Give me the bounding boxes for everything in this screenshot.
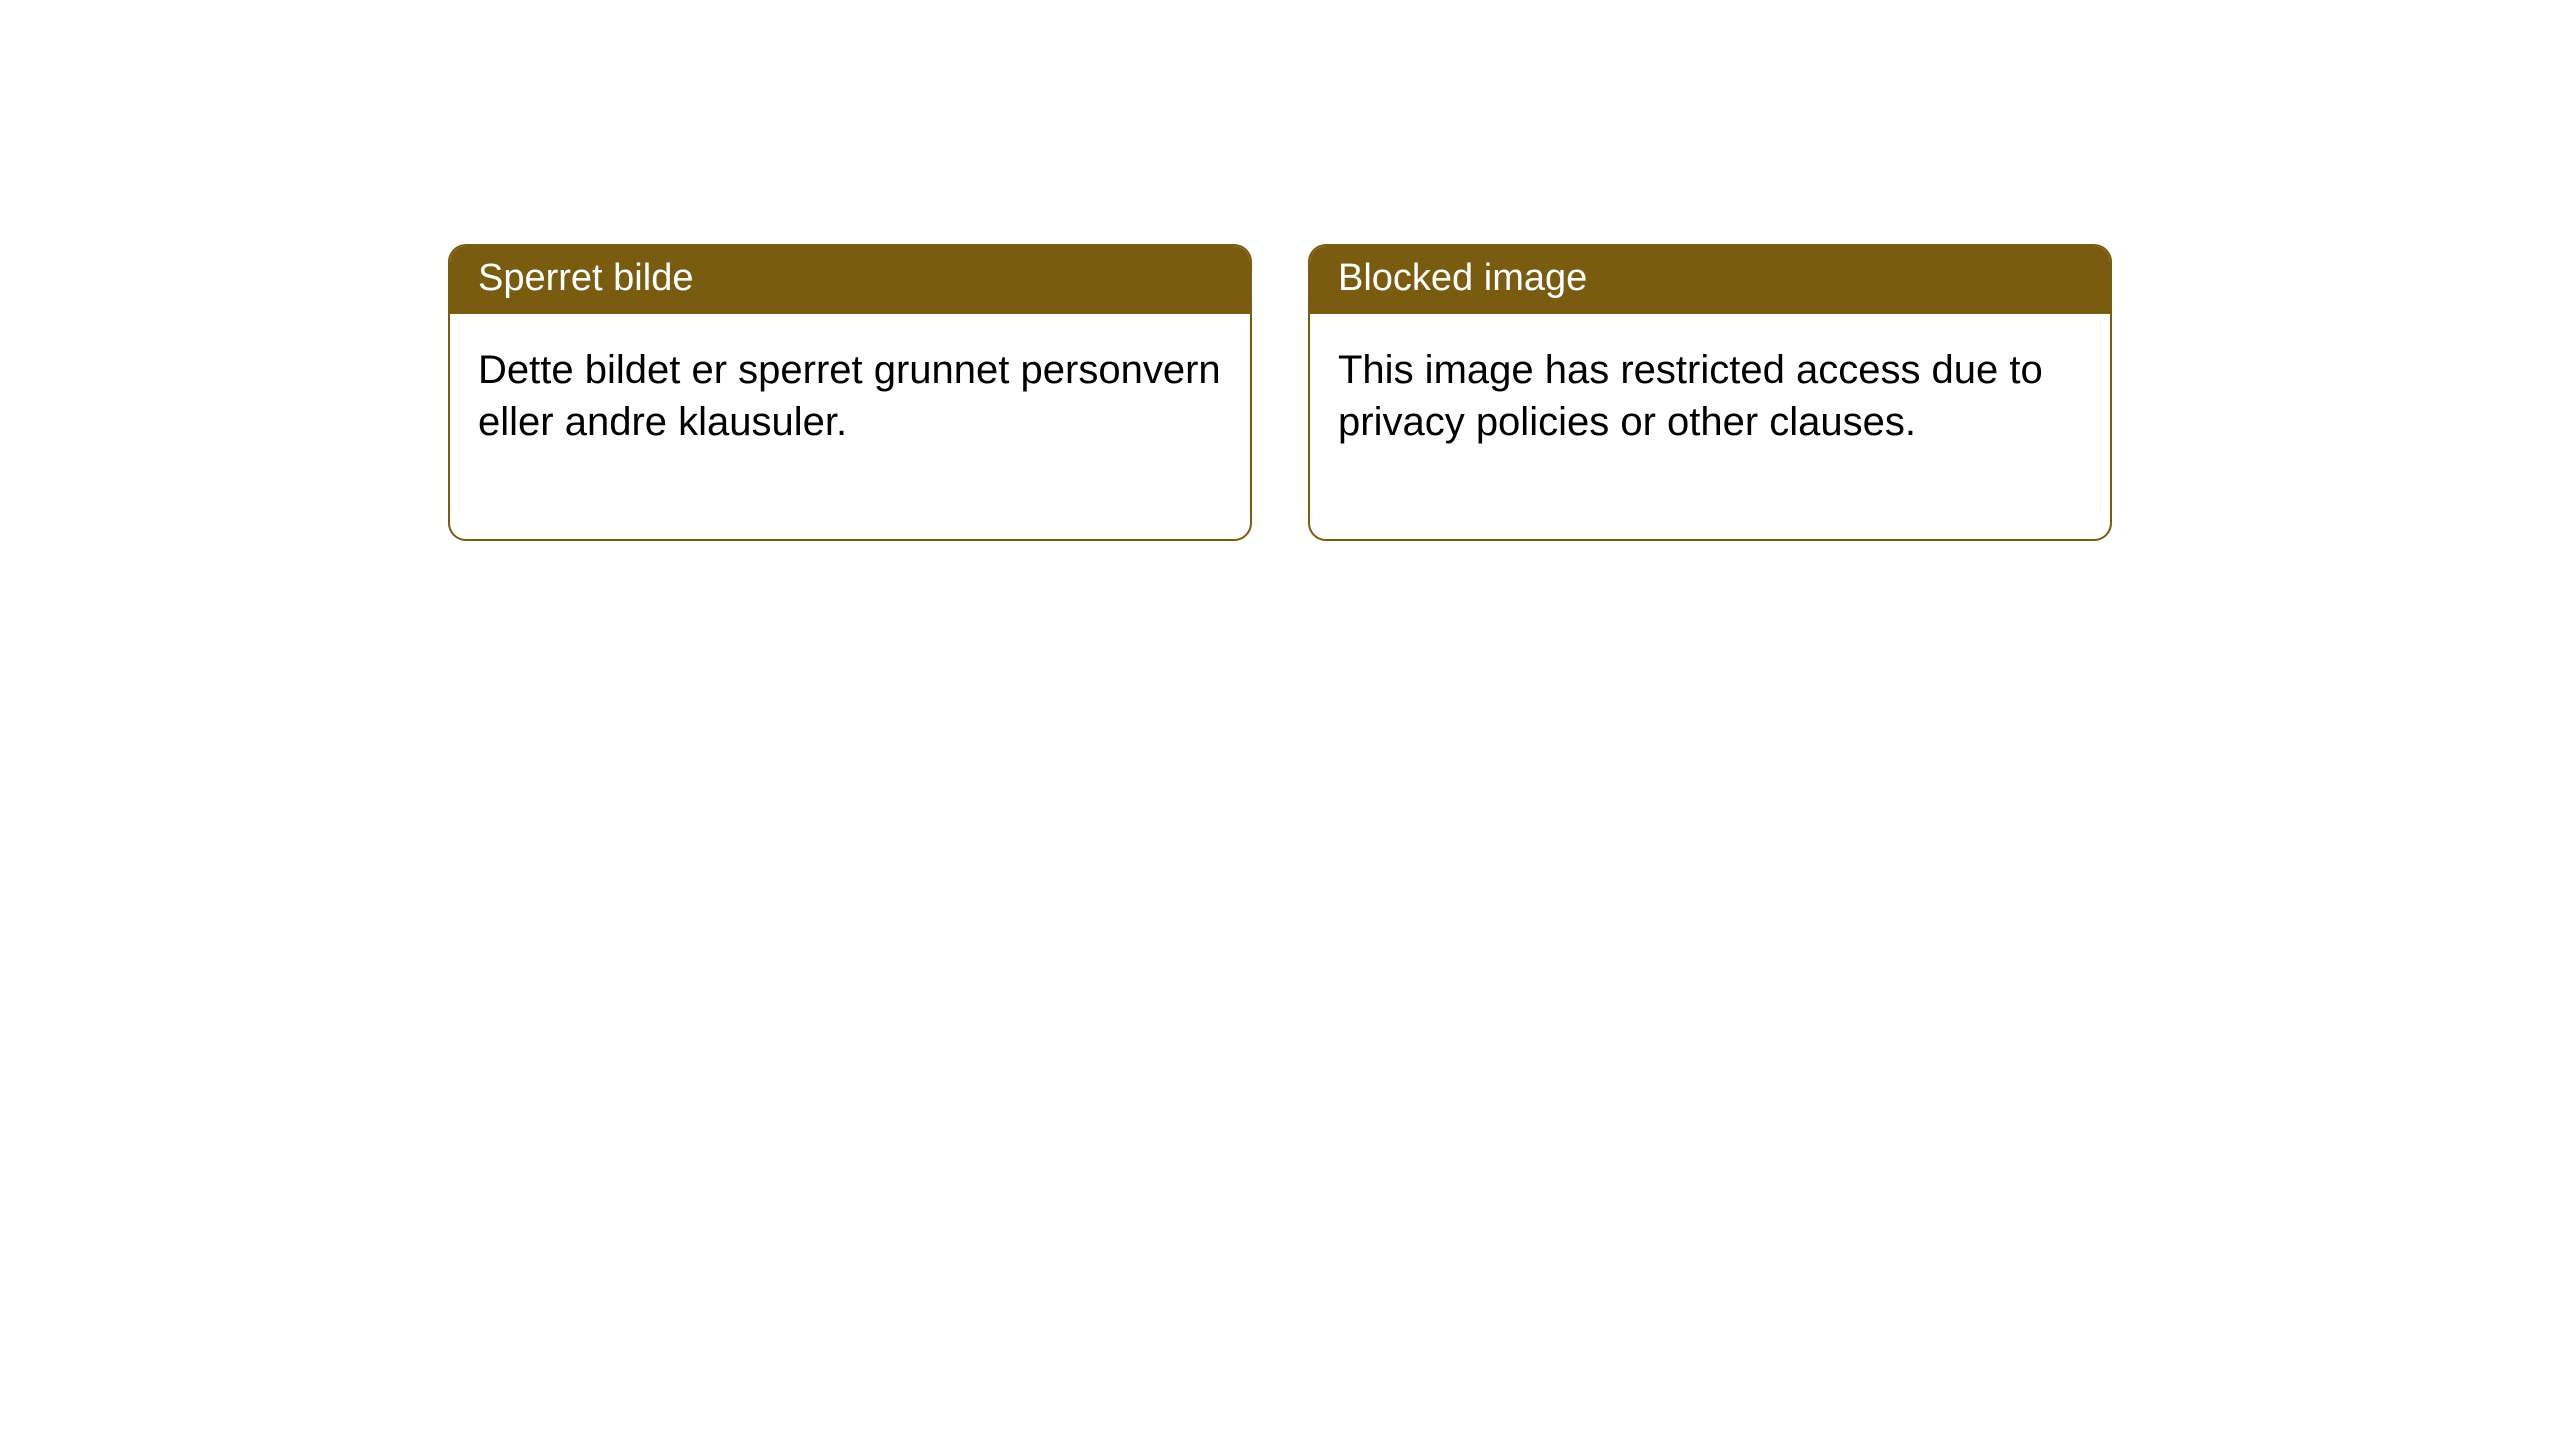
notice-card-en: Blocked image This image has restricted … bbox=[1308, 244, 2112, 541]
notice-container: Sperret bilde Dette bildet er sperret gr… bbox=[0, 0, 2560, 541]
notice-card-no: Sperret bilde Dette bildet er sperret gr… bbox=[448, 244, 1252, 541]
notice-card-title: Blocked image bbox=[1310, 246, 2110, 314]
notice-card-body: Dette bildet er sperret grunnet personve… bbox=[450, 314, 1250, 540]
notice-card-title: Sperret bilde bbox=[450, 246, 1250, 314]
notice-card-body: This image has restricted access due to … bbox=[1310, 314, 2110, 540]
